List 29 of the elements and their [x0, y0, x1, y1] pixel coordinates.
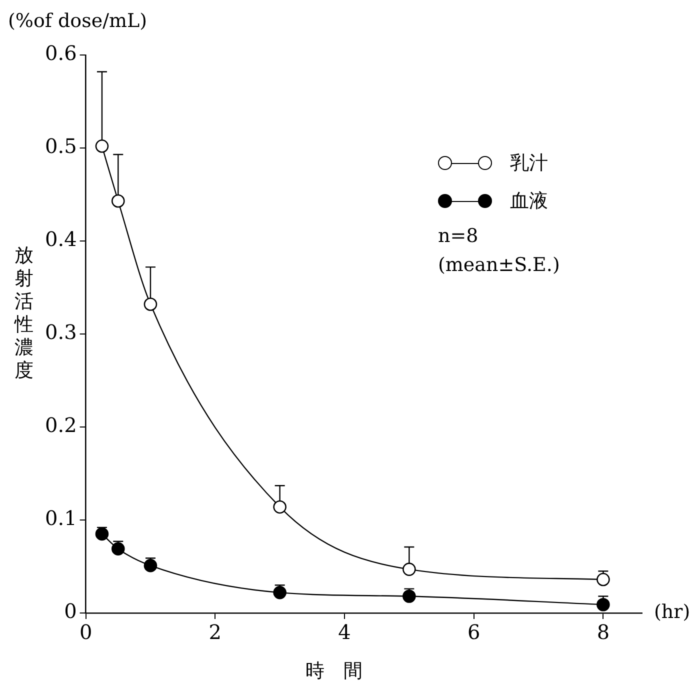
y-axis-title: 放射活性濃度	[14, 244, 34, 382]
x-axis-title: 時 間	[305, 660, 362, 682]
point	[273, 586, 286, 600]
point	[144, 558, 158, 572]
point	[402, 562, 416, 576]
y-tick-label: 0.3	[44, 320, 77, 344]
y-tick-label: 0.6	[44, 41, 77, 66]
y-tick-label: 0	[64, 599, 77, 624]
x-tick-label: 2	[208, 620, 222, 644]
y-tick-label: 0.1	[44, 506, 77, 530]
y-tick-label: 0.2	[44, 413, 77, 438]
point	[111, 194, 125, 208]
point	[95, 139, 109, 153]
x-tick-label: 6	[467, 620, 480, 644]
y-tick-label: 0.5	[44, 134, 77, 158]
legend-label: 乳汁	[510, 151, 548, 176]
text: (%of dose/mL)	[8, 10, 148, 32]
x-tick-label: 4	[338, 620, 351, 644]
point	[144, 298, 158, 311]
text: (hr)	[654, 600, 690, 623]
x-tick-label: 8	[596, 620, 610, 644]
annotation: n=8	[438, 224, 480, 249]
legend-label: 血液	[510, 189, 548, 214]
annotation: (mean±S.E.)	[438, 253, 560, 278]
x-tick-label: 0	[79, 620, 92, 644]
point	[402, 590, 416, 603]
point	[273, 500, 286, 514]
point	[111, 542, 125, 556]
y-tick-label: 0.4	[44, 227, 77, 252]
